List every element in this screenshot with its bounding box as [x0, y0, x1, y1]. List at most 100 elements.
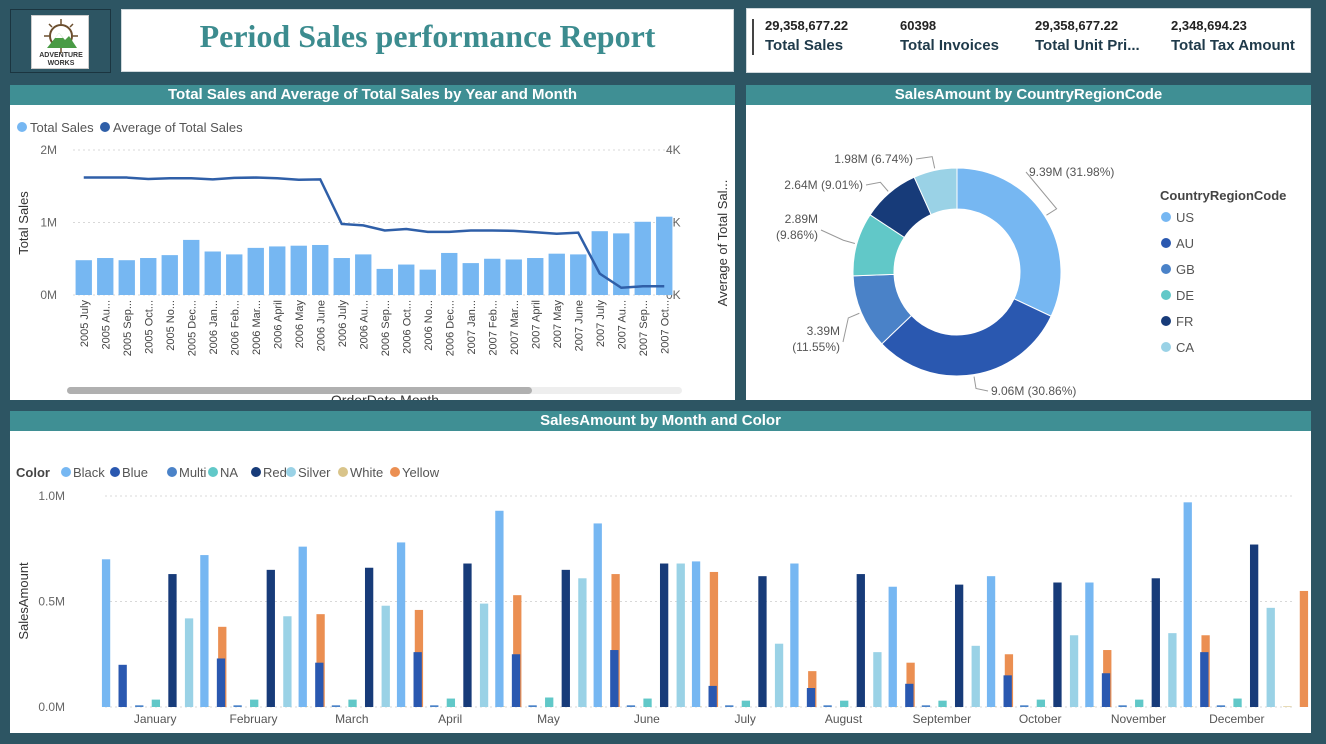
bar-na[interactable] [1135, 699, 1144, 707]
bar-blue[interactable] [905, 683, 914, 707]
bar-total-sales[interactable] [591, 231, 608, 295]
bar-na[interactable] [545, 697, 554, 707]
bar-yellow[interactable] [709, 571, 719, 707]
bar-blue[interactable] [1101, 673, 1111, 707]
bar-yellow[interactable] [1299, 590, 1309, 707]
bar-red[interactable] [1053, 582, 1062, 707]
bar-total-sales[interactable] [183, 239, 200, 295]
bar-total-sales[interactable] [527, 258, 544, 295]
bar-multi[interactable] [626, 705, 636, 707]
bar-black[interactable] [790, 563, 799, 707]
bar-silver[interactable] [1168, 633, 1177, 707]
bar-blue[interactable] [1200, 652, 1209, 707]
bar-total-sales[interactable] [613, 233, 630, 295]
legend-label-blue[interactable]: Blue [122, 465, 148, 480]
scrollbar-thumb[interactable] [67, 387, 532, 394]
bar-total-sales[interactable] [333, 258, 350, 295]
bar-red[interactable] [463, 563, 472, 707]
bar-blue[interactable] [610, 650, 619, 707]
bar-silver[interactable] [774, 643, 784, 707]
bar-total-sales[interactable] [398, 264, 415, 295]
bar-black[interactable] [986, 576, 996, 707]
bar-total-sales[interactable] [247, 247, 264, 295]
kpi-total-tax-amount[interactable]: 2,348,694.23 Total Tax Amount [1171, 18, 1295, 54]
bar-yellow[interactable] [513, 595, 522, 707]
bar-total-sales[interactable] [634, 221, 651, 295]
bar-total-sales[interactable] [312, 244, 329, 295]
bar-black[interactable] [200, 555, 209, 707]
bar-yellow[interactable] [611, 574, 620, 707]
legend-label-na[interactable]: NA [220, 465, 238, 480]
bar-black[interactable] [396, 542, 406, 707]
kpi-total-sales[interactable]: 29,358,677.22 Total Sales [765, 18, 848, 54]
legend-label-multi[interactable]: Multi [179, 465, 207, 480]
legend-label-gb[interactable]: GB [1176, 262, 1195, 277]
bar-blue[interactable] [806, 688, 816, 707]
bar-multi[interactable] [1020, 705, 1029, 707]
bar-red[interactable] [1151, 578, 1160, 707]
bar-na[interactable] [1036, 699, 1046, 707]
sales-by-country-chart-panel[interactable]: SalesAmount by CountryRegionCode 9.39M (… [746, 85, 1311, 400]
legend-label-au[interactable]: AU [1176, 236, 1194, 251]
bar-total-sales[interactable] [355, 254, 372, 295]
bar-total-sales[interactable] [269, 246, 286, 295]
bar-total-sales[interactable] [505, 259, 522, 295]
bar-na[interactable] [643, 698, 652, 707]
bar-blue[interactable] [511, 654, 521, 707]
bar-total-sales[interactable] [290, 245, 307, 295]
bar-blue[interactable] [413, 652, 422, 707]
bar-red[interactable] [659, 563, 669, 707]
bar-silver[interactable] [873, 652, 882, 707]
bar-black[interactable] [691, 561, 701, 707]
bar-blue[interactable] [1003, 675, 1012, 707]
bar-blue[interactable] [315, 662, 324, 707]
donut-slice-us[interactable] [956, 167, 1062, 317]
bar-red[interactable] [168, 574, 177, 707]
bar-black[interactable] [101, 559, 111, 707]
bar-multi[interactable] [135, 705, 144, 707]
bar-multi[interactable] [1216, 705, 1226, 707]
bar-total-sales[interactable] [656, 216, 673, 295]
bar-total-sales[interactable] [97, 258, 114, 295]
bar-black[interactable] [1183, 502, 1192, 707]
kpi-total-invoices[interactable]: 60398 Total Invoices [900, 18, 999, 54]
bar-total-sales[interactable] [204, 251, 221, 296]
donut-slice-ca[interactable] [913, 167, 958, 216]
legend-label-de[interactable]: DE [1176, 288, 1194, 303]
sales-by-month-color-chart-panel[interactable]: SalesAmount by Month and Color Color Blac… [10, 411, 1311, 744]
bar-silver[interactable] [283, 616, 292, 707]
line-average-total-sales[interactable] [83, 176, 665, 290]
sales-by-month-chart-panel[interactable]: Total Sales and Average of Total Sales b… [10, 85, 735, 408]
legend-label-black[interactable]: Black [73, 465, 105, 480]
bar-blue[interactable] [118, 664, 127, 707]
bar-na[interactable] [1233, 698, 1242, 707]
bar-total-sales[interactable] [462, 263, 479, 295]
donut-slice-au[interactable] [881, 298, 1052, 377]
legend-label-yellow[interactable]: Yellow [402, 465, 440, 480]
sales-by-month-color-chart[interactable]: Color Black Blue Multi NA Red Silver White Yello… [10, 431, 1311, 744]
bar-multi[interactable] [725, 705, 734, 707]
bar-total-sales[interactable] [570, 254, 587, 295]
bar-red[interactable] [954, 584, 964, 707]
bar-total-sales[interactable] [226, 254, 243, 295]
bar-multi[interactable] [233, 705, 242, 707]
bar-multi[interactable] [921, 705, 931, 707]
bar-silver[interactable] [1266, 607, 1275, 707]
legend-label-ca[interactable]: CA [1176, 340, 1194, 355]
bar-black[interactable] [888, 586, 897, 707]
legend-label-total-sales[interactable]: Total Sales [30, 120, 94, 135]
bar-red[interactable] [266, 569, 275, 707]
sales-by-country-donut-chart[interactable]: 9.39M (31.98%) 9.06M (30.86%) 3.39M (11.55%… [746, 105, 1311, 400]
bar-silver[interactable] [381, 605, 390, 707]
bar-total-sales[interactable] [419, 269, 436, 295]
sales-by-month-chart[interactable]: Total Sales Average of Total Sales0M1M2M0… [10, 105, 735, 408]
bar-na[interactable] [938, 700, 947, 707]
legend-label-white[interactable]: White [350, 465, 383, 480]
bar-na[interactable] [840, 700, 849, 707]
bar-na[interactable] [151, 699, 161, 707]
bar-yellow[interactable] [316, 614, 325, 707]
bar-silver[interactable] [578, 578, 587, 707]
bar-blue[interactable] [708, 685, 717, 707]
bar-multi[interactable] [528, 705, 537, 707]
kpi-total-unit-price[interactable]: 29,358,677.22 Total Unit Pri... [1035, 18, 1140, 54]
